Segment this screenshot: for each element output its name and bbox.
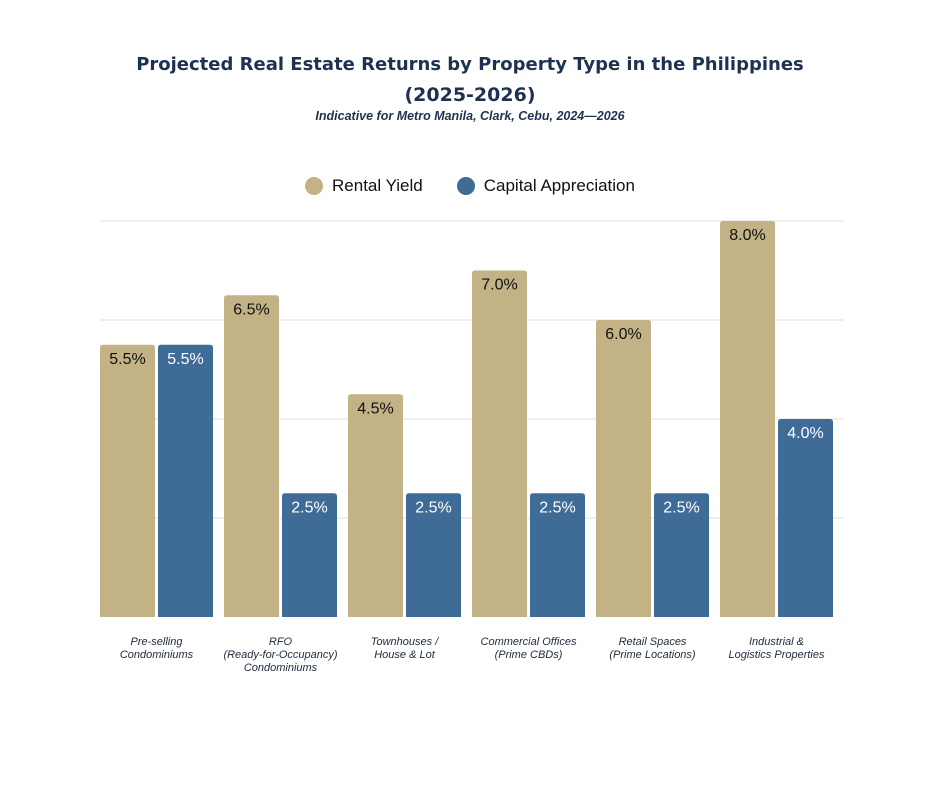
data-label: 8.0% xyxy=(729,227,765,244)
legend-label: Capital Appreciation xyxy=(483,176,635,195)
bar-capital-appreciation xyxy=(406,493,461,617)
data-label: 5.5% xyxy=(109,351,145,368)
x-tick-label: RFO (Ready-for-Occupancy) Condominiums xyxy=(223,636,338,674)
legend-swatch-capital-appreciation xyxy=(456,177,475,195)
bar-capital-appreciation xyxy=(530,493,585,617)
legend-label: Rental Yield xyxy=(332,176,423,195)
data-label: 7.0% xyxy=(481,277,517,294)
bar-capital-appreciation xyxy=(158,344,213,617)
x-tick-label: Industrial & Logistics Properties xyxy=(728,636,825,661)
legend-swatch-rental-yield xyxy=(305,177,324,195)
chart-title-line1: Projected Real Estate Returns by Propert… xyxy=(136,54,804,75)
bar-capital-appreciation xyxy=(778,419,833,617)
data-label: 2.5% xyxy=(539,499,575,516)
bar-rental-yield xyxy=(720,221,775,617)
bar-rental-yield xyxy=(596,320,651,617)
legend: Rental Yield Capital Appreciation xyxy=(0,176,940,196)
bar-rental-yield xyxy=(100,344,155,617)
chart-subtitle: Indicative for Metro Manila, Clark, Cebu… xyxy=(315,109,625,123)
data-label: 5.5% xyxy=(167,351,203,368)
data-label: 6.0% xyxy=(605,326,641,343)
data-label: 4.5% xyxy=(357,400,393,417)
bar-capital-appreciation xyxy=(282,493,337,617)
data-label: 2.5% xyxy=(663,499,699,516)
data-label: 6.5% xyxy=(233,301,269,318)
bar-rental-yield xyxy=(224,295,279,617)
x-tick-label: Pre-selling Condominiums xyxy=(119,636,194,661)
data-label: 2.5% xyxy=(291,499,327,516)
x-tick-label: Townhouses / House & Lot xyxy=(370,636,439,661)
data-label: 4.0% xyxy=(787,425,823,442)
bar-rental-yield xyxy=(472,270,527,617)
x-tick-label: Commercial Offices (Prime CBDs) xyxy=(480,636,577,661)
legend-item-rental-yield: Rental Yield xyxy=(305,176,423,196)
x-tick-label: Retail Spaces (Prime Locations) xyxy=(609,636,696,661)
bar-capital-appreciation xyxy=(654,493,709,617)
legend-item-capital-appreciation: Capital Appreciation xyxy=(456,176,635,196)
data-label: 2.5% xyxy=(415,499,451,516)
bar-rental-yield xyxy=(348,394,403,617)
chart-title-line2: (2025-2026) xyxy=(404,84,536,106)
